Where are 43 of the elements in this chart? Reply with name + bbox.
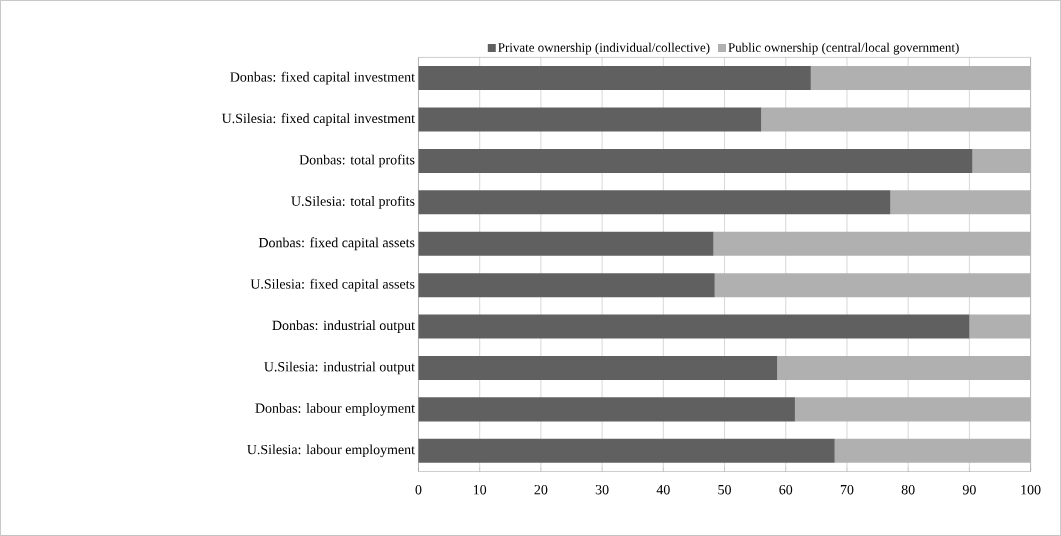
bar (810, 66, 1031, 91)
x-tick-label: 100 (1021, 485, 1041, 495)
bar (418, 107, 762, 132)
bar (418, 397, 795, 422)
y-tick-label: Donbas: total profits (299, 154, 415, 168)
x-tick-label: 60 (779, 485, 793, 495)
y-tick-label: Donbas: fixed capital investment (230, 71, 415, 85)
bar (794, 397, 1031, 422)
bar (418, 148, 973, 173)
bar (418, 190, 891, 215)
bar (418, 314, 970, 339)
y-tick-label: Donbas: labour employment (255, 403, 415, 416)
bar (418, 273, 715, 298)
y-tick-label: Donbas: fixed capital assets (258, 237, 415, 251)
x-tick-label: 90 (962, 485, 976, 495)
x-tick-label: 10 (473, 485, 487, 495)
legend-label: Private ownership (individual/collective) (498, 42, 710, 55)
bar (418, 356, 778, 381)
bar (777, 356, 1031, 381)
y-tick-label: U.Silesia: fixed capital investment (221, 113, 415, 126)
bar (714, 273, 1031, 298)
bar (969, 314, 1031, 339)
bar (418, 231, 714, 256)
y-tick-label: U.Silesia: labour employment (247, 444, 415, 458)
y-tick-label: U.Silesia: fixed capital assets (250, 278, 415, 292)
bar (972, 148, 1031, 173)
y-tick-label: Donbas: industrial output (272, 320, 415, 333)
bar (834, 438, 1031, 463)
x-tick-label: 20 (534, 485, 548, 495)
y-tick-label: U.Silesia: industrial output (264, 361, 415, 375)
bar (890, 190, 1031, 215)
x-tick-label: 0 (415, 485, 422, 495)
x-tick-label: 50 (718, 485, 731, 495)
x-tick-label: 70 (840, 485, 854, 495)
bar (761, 107, 1031, 132)
bar (418, 438, 835, 463)
x-tick-label: 40 (656, 485, 670, 495)
bar (713, 231, 1031, 256)
x-tick-label: 30 (595, 485, 609, 495)
legend-label: Public ownership (central/local government) (728, 42, 959, 55)
x-tick-label: 80 (901, 485, 915, 495)
bar (418, 66, 811, 91)
y-tick-label: U.Silesia: total profits (291, 195, 415, 209)
